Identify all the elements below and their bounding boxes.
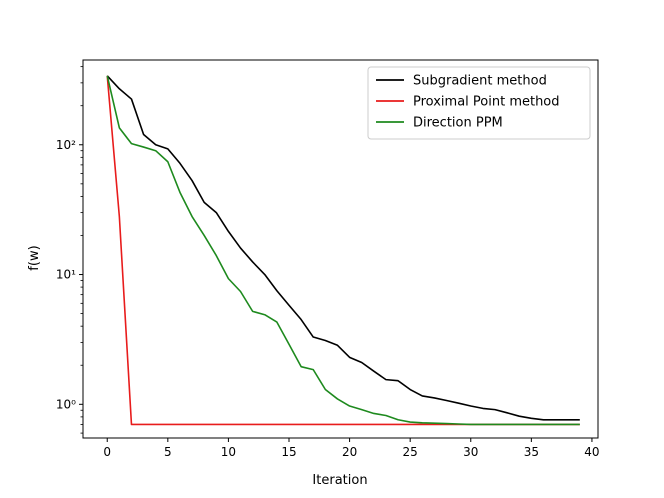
- x-tick-label: 40: [584, 445, 599, 459]
- plot-frame: [82, 59, 599, 439]
- y-axis-label: f(w): [27, 245, 42, 270]
- x-tick-label: 25: [403, 445, 418, 459]
- plot-lines: [106, 75, 580, 426]
- x-axis-label: Iteration: [312, 473, 367, 488]
- x-tick-label: 20: [342, 445, 357, 459]
- y-tick-label: 10⁰: [56, 397, 76, 411]
- legend: Subgradient method Proximal Point method D…: [367, 66, 591, 140]
- legend-box: [367, 66, 591, 140]
- legend-label-2: Direction PPM: [413, 116, 503, 131]
- x-tick-label: 5: [164, 445, 172, 459]
- y-axis-ticks: 10⁰ 10¹ 10²: [56, 66, 83, 434]
- y-tick-label: 10²: [56, 138, 76, 152]
- legend-label-1: Proximal Point method: [413, 95, 560, 110]
- x-tick-label: 30: [463, 445, 478, 459]
- y-tick-label: 10¹: [56, 268, 76, 282]
- x-axis-ticks: 0 5 10 15 20 25 30 35 40: [103, 438, 600, 459]
- series-line-0: [106, 75, 580, 421]
- x-tick-label: 0: [103, 445, 111, 459]
- series-line-2: [106, 75, 580, 426]
- x-tick-label: 15: [281, 445, 296, 459]
- legend-label-0: Subgradient method: [413, 74, 547, 89]
- x-tick-label: 35: [524, 445, 539, 459]
- x-tick-label: 10: [221, 445, 236, 459]
